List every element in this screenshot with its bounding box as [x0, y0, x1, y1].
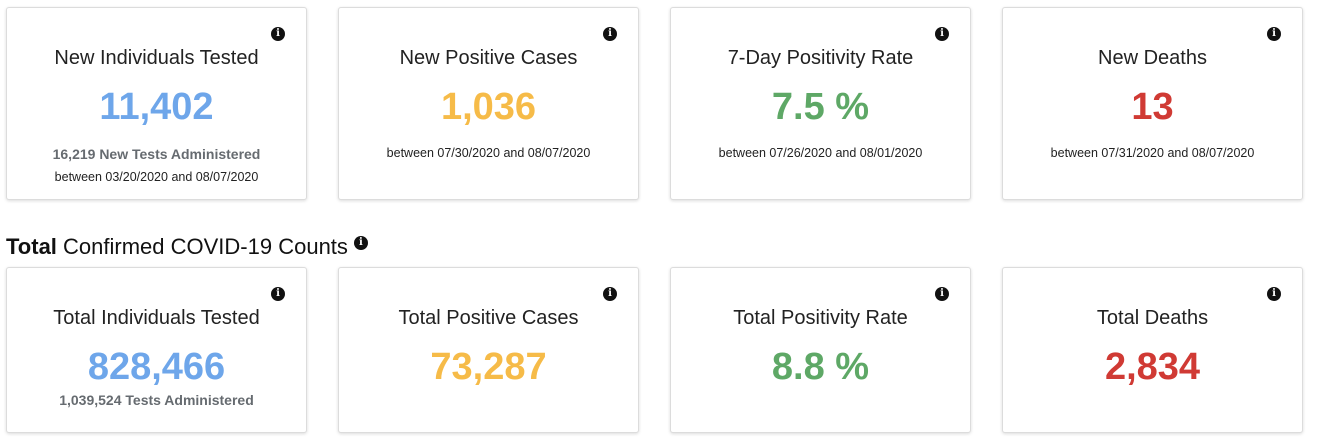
card-new-individuals-tested: i New Individuals Tested 11,402 16,219 N…: [6, 7, 307, 200]
card-new-deaths: i New Deaths 13 between 07/31/2020 and 0…: [1002, 7, 1303, 200]
card-value: 828,466: [87, 346, 226, 388]
info-icon[interactable]: i: [935, 287, 949, 301]
info-icon[interactable]: i: [1267, 27, 1281, 41]
info-icon[interactable]: i: [935, 27, 949, 41]
card-title: 7-Day Positivity Rate: [727, 47, 914, 69]
card-value: 73,287: [430, 346, 547, 388]
card-date-range: between 07/31/2020 and 08/07/2020: [1050, 146, 1255, 160]
card-value: 7.5 %: [771, 86, 870, 128]
card-value: 13: [1131, 86, 1174, 128]
info-icon[interactable]: i: [1267, 287, 1281, 301]
card-title: New Positive Cases: [399, 47, 578, 69]
info-icon[interactable]: i: [603, 27, 617, 41]
card-title: Total Positive Cases: [398, 307, 579, 329]
card-value: 11,402: [99, 86, 214, 128]
card-value: 1,036: [440, 86, 537, 128]
section-heading-bold: Total: [6, 234, 57, 259]
card-date-range: between 07/30/2020 and 08/07/2020: [386, 146, 591, 160]
card-title: Total Deaths: [1096, 307, 1209, 329]
info-icon[interactable]: i: [353, 236, 368, 251]
info-icon[interactable]: i: [271, 287, 285, 301]
card-title: Total Positivity Rate: [733, 307, 908, 329]
card-title: New Individuals Tested: [54, 47, 259, 69]
card-date-range: between 03/20/2020 and 08/07/2020: [54, 170, 259, 184]
card-subtext: 1,039,524 Tests Administered: [59, 392, 254, 408]
card-title: New Deaths: [1098, 47, 1207, 69]
card-value: 2,834: [1104, 346, 1201, 388]
info-icon[interactable]: i: [271, 27, 285, 41]
card-total-individuals-tested: i Total Individuals Tested 828,466 1,039…: [6, 267, 307, 433]
info-icon[interactable]: i: [603, 287, 617, 301]
card-new-positive-cases: i New Positive Cases 1,036 between 07/30…: [338, 7, 639, 200]
card-value: 8.8 %: [771, 346, 870, 388]
card-date-range: between 07/26/2020 and 08/01/2020: [718, 146, 923, 160]
card-total-positive-cases: i Total Positive Cases 73,287: [338, 267, 639, 433]
card-title: Total Individuals Tested: [53, 307, 260, 329]
card-subtext: 16,219 New Tests Administered: [52, 146, 261, 162]
card-total-positivity-rate: i Total Positivity Rate 8.8 %: [670, 267, 971, 433]
card-total-deaths: i Total Deaths 2,834: [1002, 267, 1303, 433]
section-heading-text: Confirmed COVID-19 Counts: [56, 234, 348, 259]
card-7-day-positivity-rate: i 7-Day Positivity Rate 7.5 % between 07…: [670, 7, 971, 200]
section-heading: Total Confirmed COVID-19 Counts i: [6, 233, 368, 261]
